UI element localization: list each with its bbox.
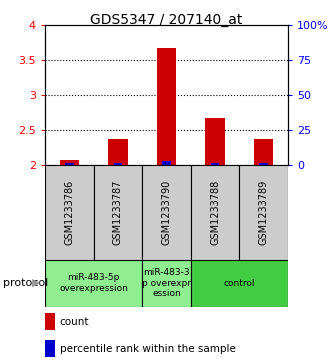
Bar: [45, 340, 55, 357]
Text: miR-483-5p
overexpression: miR-483-5p overexpression: [59, 273, 128, 293]
Bar: [94, 165, 142, 260]
Bar: [211, 163, 219, 165]
Bar: [191, 165, 239, 260]
Text: count: count: [60, 317, 89, 327]
Bar: [60, 160, 79, 165]
Bar: [114, 163, 122, 165]
Bar: [191, 260, 288, 307]
Text: GSM1233786: GSM1233786: [64, 180, 74, 245]
Bar: [157, 48, 176, 165]
Text: GSM1233789: GSM1233789: [259, 180, 269, 245]
Bar: [254, 139, 273, 165]
Text: GDS5347 / 207140_at: GDS5347 / 207140_at: [90, 13, 243, 27]
Bar: [45, 165, 94, 260]
Bar: [205, 118, 225, 165]
Bar: [142, 165, 191, 260]
Text: miR-483-3
p overexpr
ession: miR-483-3 p overexpr ession: [142, 268, 191, 298]
Bar: [108, 139, 128, 165]
Bar: [259, 163, 268, 165]
Bar: [142, 260, 191, 307]
Text: GSM1233788: GSM1233788: [210, 180, 220, 245]
Bar: [45, 260, 142, 307]
Bar: [239, 165, 288, 260]
Text: percentile rank within the sample: percentile rank within the sample: [60, 344, 235, 354]
Text: protocol: protocol: [3, 278, 49, 288]
Text: ▶: ▶: [32, 278, 40, 288]
Text: GSM1233790: GSM1233790: [162, 180, 171, 245]
Bar: [45, 314, 55, 330]
Bar: [65, 163, 74, 165]
Text: GSM1233787: GSM1233787: [113, 180, 123, 245]
Bar: [162, 161, 171, 165]
Text: control: control: [224, 279, 255, 287]
